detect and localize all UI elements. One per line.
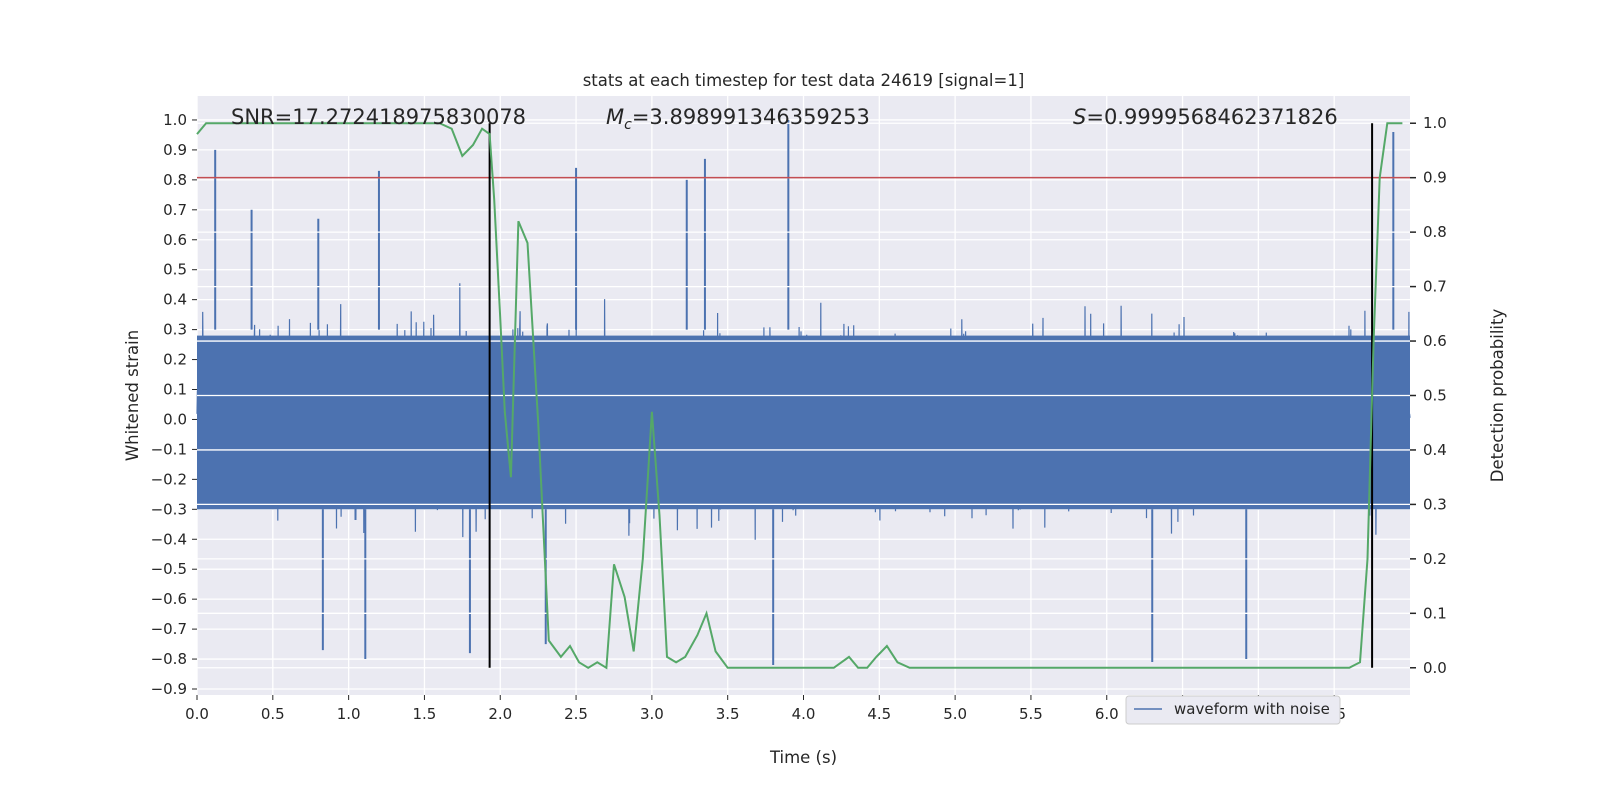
s-annotation: S=0.9999568462371826 <box>1073 105 1338 129</box>
y-tick-label: 0.4 <box>163 291 187 309</box>
y2-tick-label: 0.3 <box>1423 495 1447 513</box>
y-tick-label: 1.0 <box>163 111 187 129</box>
y-tick-label: −0.7 <box>151 620 187 638</box>
detection-probability-series <box>196 122 1403 670</box>
x-tick-label: 2.0 <box>488 705 512 723</box>
x-tick-label: 3.0 <box>640 705 664 723</box>
y-tick-label: 0.9 <box>163 141 187 159</box>
legend: waveform with noise <box>1125 695 1341 725</box>
y2-tick-label: 0.4 <box>1423 441 1447 459</box>
y-tick-label: −0.9 <box>151 680 187 698</box>
y-tick-label: 0.2 <box>163 351 187 369</box>
y-tick-label: 0.7 <box>163 201 187 219</box>
y2-tick-label: 0.8 <box>1423 223 1447 241</box>
x-tick-label: 1.0 <box>337 705 361 723</box>
y-tick-label: 0.8 <box>163 171 187 189</box>
y2-tick-label: 0.6 <box>1423 332 1447 350</box>
x-tick-label: 2.5 <box>564 705 588 723</box>
y-tick-label: 0.0 <box>163 410 187 428</box>
y2-tick-label: 0.0 <box>1423 659 1447 677</box>
legend-box <box>1125 695 1341 725</box>
chart-title: stats at each timestep for test data 246… <box>583 71 1025 90</box>
y-axis-label: Whitened strain <box>123 330 142 461</box>
y-tick-label: 0.6 <box>163 231 187 249</box>
y-tick-label: −0.3 <box>151 500 187 518</box>
y-tick-label: −0.2 <box>151 470 187 488</box>
mc-subscript: c <box>624 117 632 133</box>
y-tick-label: −0.8 <box>151 650 187 668</box>
x-tick-label: 5.0 <box>943 705 967 723</box>
y-tick-label: 0.5 <box>163 261 187 279</box>
s-symbol: S <box>1073 105 1086 129</box>
x-tick-label: 5.5 <box>1019 705 1043 723</box>
y2-tick-label: 1.0 <box>1423 114 1447 132</box>
y2-tick-label: 0.7 <box>1423 278 1447 296</box>
y-tick-label: −0.1 <box>151 440 187 458</box>
y2-tick-label: 0.1 <box>1423 604 1447 622</box>
snr-annotation: SNR=17.272418975830078 <box>231 105 526 129</box>
x-tick-label: 4.5 <box>867 705 891 723</box>
y-tick-label: 0.1 <box>163 381 187 399</box>
plot-area <box>196 96 1411 695</box>
y-tick-label: −0.4 <box>151 530 187 548</box>
y2-tick-label: 0.2 <box>1423 550 1447 568</box>
s-value: =0.9999568462371826 <box>1086 105 1337 129</box>
chirp-mass-annotation: Mc=3.898991346359253 <box>606 105 870 133</box>
mc-value: =3.898991346359253 <box>632 105 870 129</box>
y-tick-label: −0.6 <box>151 590 187 608</box>
y-tick-label: 0.3 <box>163 321 187 339</box>
y2-tick-label: 0.9 <box>1423 169 1447 187</box>
x-tick-label: 1.5 <box>413 705 437 723</box>
x-tick-label: 0.5 <box>261 705 285 723</box>
y2-tick-label: 0.5 <box>1423 387 1447 405</box>
y2-axis-label: Detection probability <box>1488 309 1507 483</box>
x-tick-label: 3.5 <box>716 705 740 723</box>
mc-symbol: M <box>606 105 624 129</box>
y-tick-label: −0.5 <box>151 560 187 578</box>
x-axis-label: Time (s) <box>769 748 837 767</box>
x-tick-label: 0.0 <box>185 705 209 723</box>
legend-label-waveform: waveform with noise <box>1174 700 1330 718</box>
x-tick-label: 4.0 <box>792 705 816 723</box>
waveform-dense-band <box>197 335 1410 510</box>
x-tick-label: 6.0 <box>1095 705 1119 723</box>
